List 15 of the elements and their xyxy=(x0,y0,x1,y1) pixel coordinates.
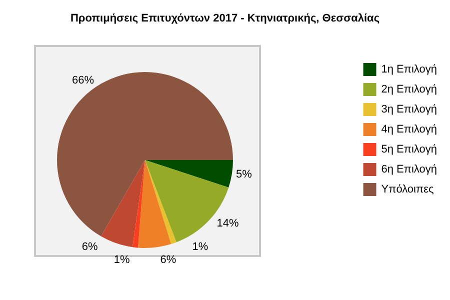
data-label: 1% xyxy=(192,240,208,253)
legend-label: Υπόλοιπες xyxy=(381,184,434,196)
data-label: 5% xyxy=(236,168,252,181)
legend-label: 2η Επιλογή xyxy=(381,84,438,96)
data-label: 66% xyxy=(72,74,94,86)
data-label: 6% xyxy=(82,240,98,253)
legend-label: 5η Επιλογή xyxy=(381,144,438,156)
legend-label: 1η Επιλογή xyxy=(381,64,438,76)
legend-label: 3η Επιλογή xyxy=(381,104,438,116)
data-label: 6% xyxy=(160,254,176,266)
legend-label: 6η Επιλογή xyxy=(381,164,438,176)
data-label: 1% xyxy=(114,254,130,266)
data-label: 14% xyxy=(216,217,239,230)
legend-label: 4η Επιλογή xyxy=(381,124,438,136)
chart-title: Προπιμήσεις Επιτυχόντων 2017 - Κτηνιατρικής, Θεσσαλίας xyxy=(70,12,380,24)
